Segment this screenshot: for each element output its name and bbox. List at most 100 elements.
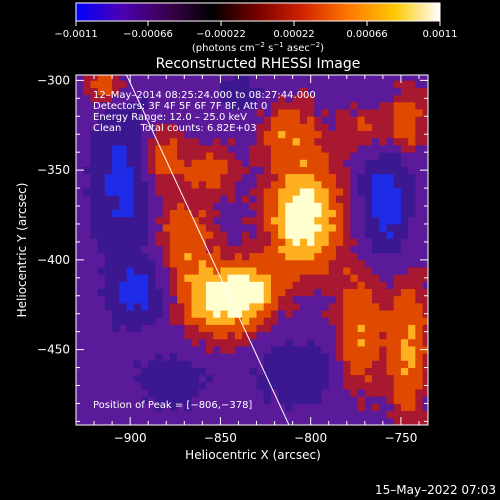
heatmap-cell [343,374,351,383]
heatmap-cell [76,267,84,275]
heatmap-cell [234,109,243,117]
heatmap-cell [393,166,402,175]
heatmap-cell [400,288,409,297]
heatmap-cell [213,123,221,132]
heatmap-cell [278,389,286,397]
heatmap-cell [278,360,286,368]
heatmap-cell [270,252,279,261]
heatmap-cell [285,109,294,117]
heatmap-cell [112,209,120,218]
heatmap-cell [307,410,315,419]
heatmap-cell [350,188,358,196]
heatmap-cell [83,238,91,246]
heatmap-cell [126,281,135,289]
heatmap-cell [422,109,428,117]
heatmap-cell [328,152,337,160]
heatmap-cell [350,367,358,376]
heatmap-cell [278,252,286,261]
heatmap-cell [400,80,409,88]
heatmap-cell [119,259,127,268]
heatmap-cell [76,80,84,88]
heatmap-cell [314,417,322,425]
heatmap-cell [343,281,351,289]
heatmap-cell [386,223,395,232]
heatmap-cell [177,223,185,232]
heatmap-cell [83,223,91,232]
heatmap-cell [328,353,337,361]
heatmap-cell [357,159,366,167]
heatmap-cell [140,202,149,211]
heatmap-cell [321,331,330,340]
heatmap-cell [292,374,301,383]
heatmap-cell [393,346,402,354]
heatmap-cell [104,338,113,347]
heatmap-cell [234,159,243,167]
heatmap-cell [343,209,351,218]
heatmap-cell [148,353,156,361]
heatmap-cell [220,116,229,124]
heatmap-cell [307,346,315,354]
heatmap-cell [372,152,380,160]
heatmap-cell [112,353,120,361]
heatmap-cell [126,101,135,110]
heatmap-cell [140,137,149,146]
heatmap-cell [169,331,178,340]
heatmap-cell [393,173,402,182]
heatmap-cell [278,288,286,297]
heatmap-cell [90,209,99,218]
heatmap-cell [140,259,149,268]
heatmap-cell [90,223,99,232]
heatmap-cell [379,410,387,419]
heatmap-cell [307,123,315,132]
heatmap-cell [335,101,344,110]
heatmap-cell [379,353,387,361]
heatmap-cell [169,338,178,347]
heatmap-cell [321,166,330,175]
heatmap-cell [386,180,395,189]
heatmap-cell [148,145,156,153]
heatmap-cell [263,267,272,275]
heatmap-cell [350,87,358,96]
heatmap-cell [133,324,142,333]
heatmap-cell [292,417,301,425]
heatmap-cell [314,159,322,167]
heatmap-cell [155,223,164,232]
heatmap-cell [249,259,257,268]
heatmap-cell [126,137,135,146]
heatmap-cell [104,353,113,361]
heatmap-cell [357,209,366,218]
heatmap-cell [386,216,395,225]
heatmap-cell [83,166,91,175]
heatmap-cell [220,87,229,96]
heatmap-cell [415,274,423,282]
heatmap-cell [249,331,257,340]
heatmap-cell [328,310,337,318]
heatmap-cell [335,209,344,218]
heatmap-cell [335,231,344,239]
heatmap-cell [198,374,207,383]
heatmap-cell [263,245,272,254]
heatmap-cell [162,259,171,268]
heatmap-cell [112,346,120,354]
heatmap-cell [321,188,330,196]
heatmap-cell [140,374,149,383]
heatmap-cell [140,123,149,132]
heatmap-cell [343,195,351,203]
heatmap-cell [76,231,84,239]
heatmap-cell [177,396,185,404]
heatmap-cell [386,267,395,275]
heatmap-cell [343,137,351,146]
heatmap-cell [285,302,294,311]
heatmap-cell [364,338,373,347]
heatmap-cell [422,353,428,361]
heatmap-cell [83,274,91,282]
heatmap-cell [184,180,192,189]
heatmap-cell [307,209,315,218]
heatmap-cell [76,173,84,182]
heatmap-cell [328,159,337,167]
heatmap-cell [148,389,156,397]
heatmap-cell [386,123,395,132]
heatmap-cell [155,245,164,254]
heatmap-cell [299,338,308,347]
heatmap-cell [270,173,279,182]
